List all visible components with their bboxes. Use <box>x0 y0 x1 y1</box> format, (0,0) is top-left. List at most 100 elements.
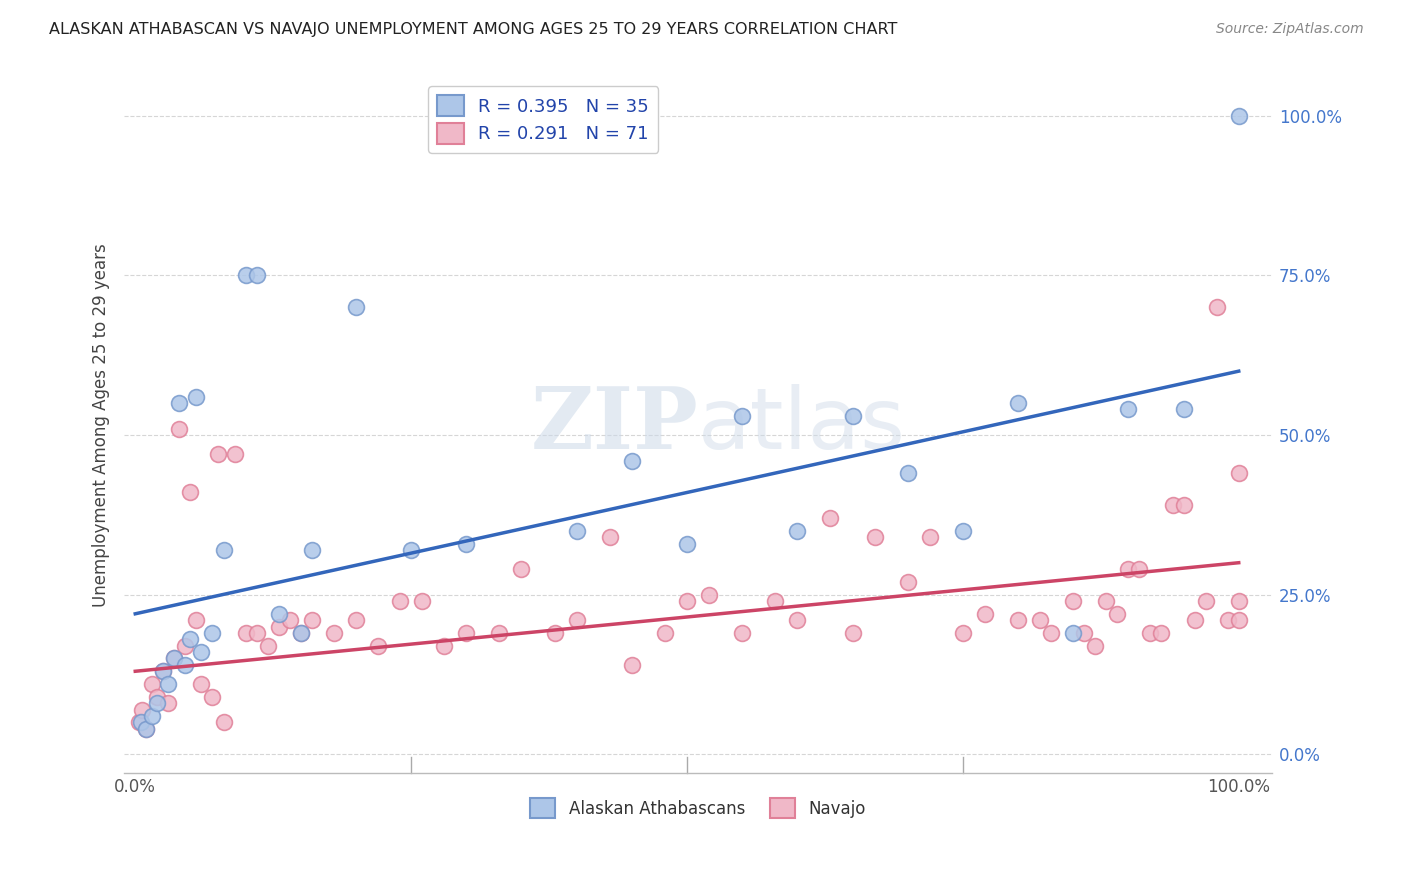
Point <box>897 467 920 481</box>
Point <box>1118 562 1140 576</box>
Point <box>952 524 974 538</box>
Point <box>620 453 643 467</box>
Point <box>1040 626 1063 640</box>
Point <box>1216 613 1239 627</box>
Point <box>157 696 180 710</box>
Point <box>184 390 207 404</box>
Point <box>1184 613 1206 627</box>
Point <box>676 594 699 608</box>
Point <box>267 607 290 621</box>
Point <box>267 619 290 633</box>
Point <box>146 690 169 704</box>
Point <box>224 447 246 461</box>
Point <box>169 396 191 410</box>
Point <box>510 562 533 576</box>
Point <box>1062 594 1084 608</box>
Point <box>1062 626 1084 640</box>
Point <box>246 626 269 640</box>
Point <box>543 626 565 640</box>
Point <box>918 530 941 544</box>
Point <box>1194 594 1216 608</box>
Point <box>128 715 150 730</box>
Point <box>256 639 278 653</box>
Point <box>1073 626 1095 640</box>
Point <box>1128 562 1150 576</box>
Point <box>344 301 367 315</box>
Point <box>152 665 174 679</box>
Point <box>367 639 389 653</box>
Point <box>897 574 920 589</box>
Point <box>163 651 186 665</box>
Point <box>1173 498 1195 512</box>
Y-axis label: Unemployment Among Ages 25 to 29 years: Unemployment Among Ages 25 to 29 years <box>93 244 110 607</box>
Point <box>190 645 212 659</box>
Point <box>952 626 974 640</box>
Point <box>212 543 235 558</box>
Point <box>654 626 676 640</box>
Legend: Alaskan Athabascans, Navajo: Alaskan Athabascans, Navajo <box>523 792 872 824</box>
Text: ZIP: ZIP <box>530 384 697 467</box>
Point <box>290 626 312 640</box>
Point <box>841 409 863 423</box>
Point <box>1095 594 1118 608</box>
Point <box>456 536 478 550</box>
Point <box>697 588 720 602</box>
Point <box>399 543 422 558</box>
Point <box>620 657 643 672</box>
Text: Source: ZipAtlas.com: Source: ZipAtlas.com <box>1216 22 1364 37</box>
Point <box>1084 639 1107 653</box>
Point <box>179 632 201 647</box>
Point <box>344 613 367 627</box>
Point <box>763 594 786 608</box>
Point <box>1227 594 1250 608</box>
Point <box>1029 613 1052 627</box>
Point <box>207 447 229 461</box>
Point <box>1107 607 1129 621</box>
Text: ALASKAN ATHABASCAN VS NAVAJO UNEMPLOYMENT AMONG AGES 25 TO 29 YEARS CORRELATION : ALASKAN ATHABASCAN VS NAVAJO UNEMPLOYMEN… <box>49 22 897 37</box>
Point <box>163 651 186 665</box>
Point <box>565 524 588 538</box>
Point <box>190 677 212 691</box>
Point <box>235 626 257 640</box>
Point <box>1118 402 1140 417</box>
Point <box>1227 109 1250 123</box>
Point <box>1139 626 1161 640</box>
Point <box>1007 613 1029 627</box>
Point <box>863 530 886 544</box>
Point <box>135 722 157 736</box>
Point <box>278 613 301 627</box>
Point <box>212 715 235 730</box>
Point <box>235 268 257 283</box>
Point <box>599 530 621 544</box>
Point <box>152 665 174 679</box>
Point <box>141 709 163 723</box>
Point <box>157 677 180 691</box>
Point <box>179 485 201 500</box>
Point <box>1150 626 1173 640</box>
Point <box>201 690 224 704</box>
Point <box>290 626 312 640</box>
Point <box>565 613 588 627</box>
Point <box>174 657 197 672</box>
Point <box>135 722 157 736</box>
Point <box>731 409 754 423</box>
Point <box>488 626 510 640</box>
Point <box>1173 402 1195 417</box>
Point <box>174 639 197 653</box>
Point <box>301 613 323 627</box>
Point <box>184 613 207 627</box>
Point <box>786 613 808 627</box>
Point <box>246 268 269 283</box>
Point <box>1161 498 1184 512</box>
Point <box>433 639 456 653</box>
Point <box>322 626 344 640</box>
Point <box>169 422 191 436</box>
Point <box>131 702 153 716</box>
Point <box>301 543 323 558</box>
Point <box>974 607 997 621</box>
Point <box>731 626 754 640</box>
Point <box>841 626 863 640</box>
Point <box>820 511 842 525</box>
Point <box>676 536 699 550</box>
Point <box>1227 467 1250 481</box>
